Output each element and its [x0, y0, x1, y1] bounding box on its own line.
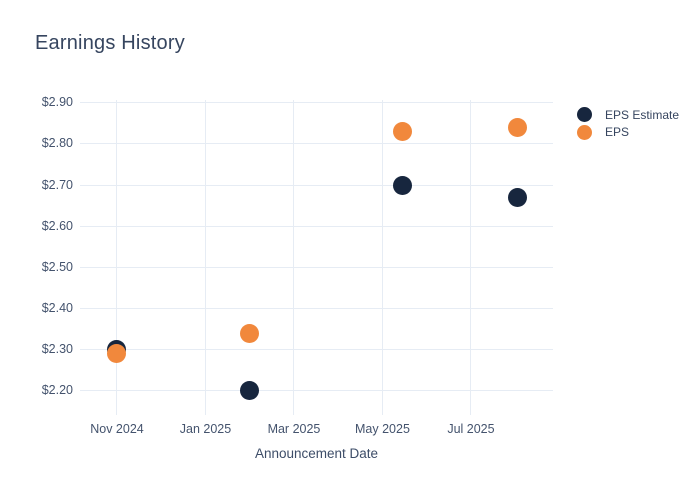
h-gridline [80, 184, 553, 186]
legend-item-eps[interactable]: EPS [577, 124, 679, 142]
y-axis-tick-label: $2.50 [41, 259, 73, 274]
h-gridline [80, 390, 553, 392]
x-axis-tick-label: Mar 2025 [267, 422, 321, 436]
legend: EPS Estimate EPS [577, 106, 679, 141]
x-axis-tick-label: May 2025 [355, 422, 410, 436]
y-axis-tick-label: $2.60 [41, 218, 73, 233]
legend-marker-eps-icon [577, 124, 592, 140]
y-axis-tick-label: $2.30 [41, 342, 73, 357]
h-gridline [80, 349, 553, 351]
data-point-eps-estimate[interactable] [507, 187, 527, 207]
data-point-eps[interactable] [107, 344, 127, 364]
plot-area: $2.90 $2.80 $2.70 $2.60 $2.50 $2.40 $2.30 $2.20… [42, 95, 553, 436]
v-gridline [470, 100, 472, 415]
data-point-eps[interactable] [392, 122, 412, 142]
h-gridline [80, 102, 553, 104]
data-point-eps[interactable] [240, 323, 260, 343]
v-gridline [204, 100, 206, 415]
legend-item-eps-estimate[interactable]: EPS Estimate [577, 106, 679, 124]
y-axis-tick-label: $2.20 [41, 383, 73, 398]
h-gridline [80, 266, 553, 268]
x-axis-tick-label: Jul 2025 [447, 422, 495, 436]
h-gridline [80, 225, 553, 227]
y-axis-tick-label: $2.90 [41, 95, 73, 110]
legend-label-eps-estimate: EPS Estimate [605, 107, 680, 122]
data-point-eps-estimate[interactable] [392, 175, 412, 195]
legend-marker-eps-estimate-icon [577, 107, 592, 123]
data-point-eps[interactable] [507, 117, 527, 137]
legend-label-eps: EPS [605, 125, 630, 140]
v-gridline [116, 100, 118, 415]
v-gridline [381, 100, 383, 415]
y-axis-tick-label: $2.70 [41, 177, 73, 192]
data-point-eps-estimate[interactable] [240, 381, 260, 401]
v-gridline [293, 100, 295, 415]
y-axis-tick-label: $2.80 [41, 136, 73, 151]
x-axis-tick-label: Nov 2024 [90, 422, 144, 436]
x-axis-tick-label: Jan 2025 [179, 422, 232, 436]
chart-title: Earnings History [35, 32, 185, 54]
h-gridline [80, 143, 553, 145]
h-gridline [80, 307, 553, 309]
y-axis-tick-label: $2.40 [41, 300, 73, 315]
x-axis-title: Announcement Date [254, 446, 379, 461]
